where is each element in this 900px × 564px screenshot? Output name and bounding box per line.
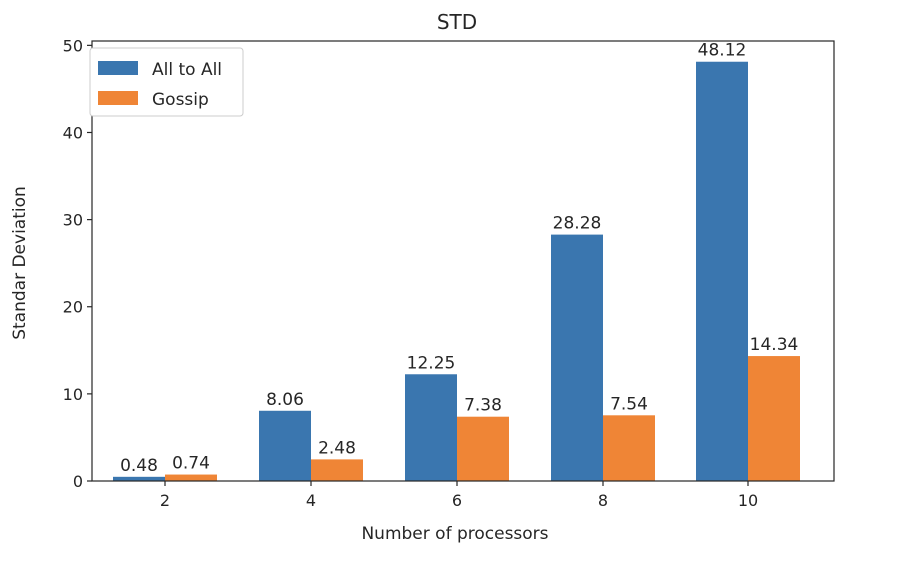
data-label: 14.34 bbox=[750, 335, 799, 355]
data-labels-group: 0.48 8.06 12.25 28.28 48.12 0.74 2.48 7.38 7.54 1… bbox=[120, 41, 798, 476]
x-tick-label: 6 bbox=[452, 491, 462, 510]
y-axis-label: Standar Deviation bbox=[10, 186, 30, 340]
y-tick-label: 50 bbox=[63, 36, 83, 55]
data-label: 7.54 bbox=[610, 394, 648, 414]
x-tick-label: 2 bbox=[160, 491, 170, 510]
bar-all-to-all-8 bbox=[551, 234, 603, 481]
bar-all-to-all-10 bbox=[696, 61, 748, 481]
legend-swatch bbox=[98, 61, 138, 75]
legend: All to All Gossip bbox=[89, 47, 244, 117]
legend-label: All to All bbox=[152, 60, 222, 80]
bar-all-to-all-4 bbox=[259, 410, 311, 481]
x-tick-label: 8 bbox=[598, 491, 608, 510]
data-label: 0.48 bbox=[120, 456, 158, 476]
x-tick-label: 10 bbox=[738, 491, 758, 510]
data-label: 0.74 bbox=[172, 454, 210, 474]
y-tick-label: 30 bbox=[63, 211, 83, 230]
data-label: 8.06 bbox=[266, 390, 304, 410]
bar-gossip-6 bbox=[457, 416, 509, 481]
bar-gossip-4 bbox=[311, 459, 363, 481]
legend-swatch bbox=[98, 91, 138, 105]
y-tick-label: 20 bbox=[63, 298, 83, 317]
x-axis-label: Number of processors bbox=[361, 524, 548, 544]
data-label: 48.12 bbox=[698, 41, 747, 61]
bar-gossip-10 bbox=[748, 356, 800, 481]
y-tick-label: 10 bbox=[63, 385, 83, 404]
legend-label: Gossip bbox=[152, 90, 209, 110]
x-axis: 2 4 6 8 10 bbox=[160, 481, 758, 510]
bars-group bbox=[113, 61, 800, 481]
y-tick-label: 0 bbox=[73, 472, 83, 491]
data-label: 28.28 bbox=[553, 214, 602, 234]
bar-all-to-all-2 bbox=[113, 476, 165, 481]
data-label: 7.38 bbox=[464, 396, 502, 416]
bar-all-to-all-6 bbox=[405, 374, 457, 481]
bar-gossip-2 bbox=[165, 474, 217, 481]
data-label: 12.25 bbox=[407, 353, 456, 373]
plot-frame bbox=[91, 40, 835, 482]
data-label: 2.48 bbox=[318, 438, 356, 458]
x-tick-label: 4 bbox=[306, 491, 316, 510]
y-tick-label: 40 bbox=[63, 123, 83, 142]
bar-gossip-8 bbox=[603, 415, 655, 481]
y-axis: 0 10 20 30 40 50 bbox=[63, 36, 92, 491]
chart-title: STD bbox=[437, 10, 477, 34]
